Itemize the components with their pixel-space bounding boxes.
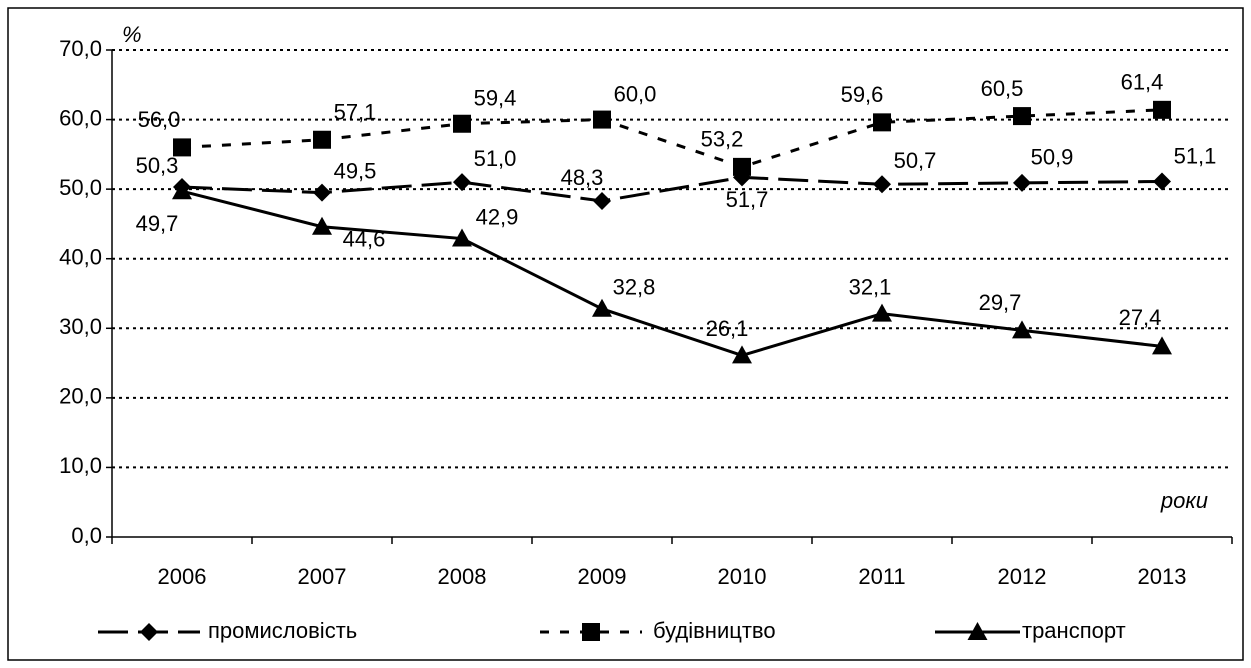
legend-marker (140, 623, 158, 641)
x-tick-label: 2009 (578, 564, 627, 589)
data-label: 50,7 (894, 148, 937, 173)
data-point (873, 175, 891, 194)
data-point (732, 345, 752, 364)
data-label: 57,1 (334, 100, 377, 125)
legend-label: промисловість (208, 618, 357, 643)
data-point (733, 157, 751, 176)
data-label: 32,1 (849, 274, 892, 299)
data-label: 51,1 (1174, 143, 1217, 168)
legend-label: будівництво (653, 618, 776, 643)
x-tick-label: 2008 (438, 564, 487, 589)
data-label: 60,5 (981, 76, 1024, 101)
data-label: 51,0 (474, 146, 517, 171)
data-point (313, 130, 331, 149)
x-tick-label: 2012 (998, 564, 1047, 589)
y-tick-label: 40,0 (59, 245, 102, 270)
data-label: 59,4 (474, 86, 517, 111)
data-point (313, 183, 331, 202)
data-point (1153, 172, 1171, 191)
legend-marker (967, 622, 988, 640)
data-point (873, 113, 891, 132)
data-label: 29,7 (979, 290, 1022, 315)
y-tick-label: 60,0 (59, 105, 102, 130)
data-point (453, 114, 471, 133)
y-tick-label: 30,0 (59, 314, 102, 339)
data-label: 32,8 (613, 275, 656, 300)
data-point (1013, 173, 1031, 192)
data-point (592, 298, 612, 317)
y-tick-label: 0,0 (71, 523, 102, 548)
data-label: 50,9 (1031, 145, 1074, 170)
data-label: 44,6 (343, 227, 386, 252)
series-line (181, 175, 1163, 203)
x-tick-label: 2006 (158, 564, 207, 589)
data-point (872, 303, 892, 322)
y-tick-label: 50,0 (59, 175, 102, 200)
data-point (1153, 100, 1171, 119)
series-line (181, 189, 1163, 357)
data-label: 42,9 (476, 204, 519, 229)
data-point (312, 216, 332, 235)
data-label: 49,7 (136, 211, 179, 236)
x-tick-label: 2011 (858, 564, 905, 589)
data-point (593, 191, 611, 210)
data-point (1012, 320, 1032, 339)
legend-label: транспорт (1022, 618, 1126, 643)
data-point (453, 173, 471, 192)
data-point (1013, 107, 1031, 126)
data-point (1152, 336, 1172, 355)
data-label: 26,1 (706, 316, 749, 341)
y-tick-label: 20,0 (59, 384, 102, 409)
x-tick-label: 2013 (1138, 564, 1187, 589)
data-label: 27,4 (1119, 305, 1162, 330)
data-label: 60,0 (614, 81, 657, 106)
data-label: 59,6 (841, 82, 884, 107)
y-axis-label: % (122, 22, 142, 47)
x-tick-label: 2007 (298, 564, 347, 589)
x-axis-label: роки (1160, 488, 1208, 513)
data-label: 51,7 (726, 187, 769, 212)
legend-marker (582, 623, 600, 641)
data-label: 61,4 (1121, 70, 1164, 95)
data-point (593, 110, 611, 129)
y-tick-label: 10,0 (59, 453, 102, 478)
series-line (181, 108, 1163, 169)
data-label: 56,0 (138, 107, 181, 132)
y-tick-label: 70,0 (59, 36, 102, 61)
data-point (173, 138, 191, 157)
data-label: 50,3 (136, 153, 179, 178)
data-point (172, 181, 192, 200)
data-point (452, 228, 472, 247)
data-label: 49,5 (334, 158, 377, 183)
data-label: 53,2 (701, 127, 744, 152)
frame (7, 7, 1244, 661)
x-tick-label: 2010 (718, 564, 767, 589)
data-label: 48,3 (561, 165, 604, 190)
